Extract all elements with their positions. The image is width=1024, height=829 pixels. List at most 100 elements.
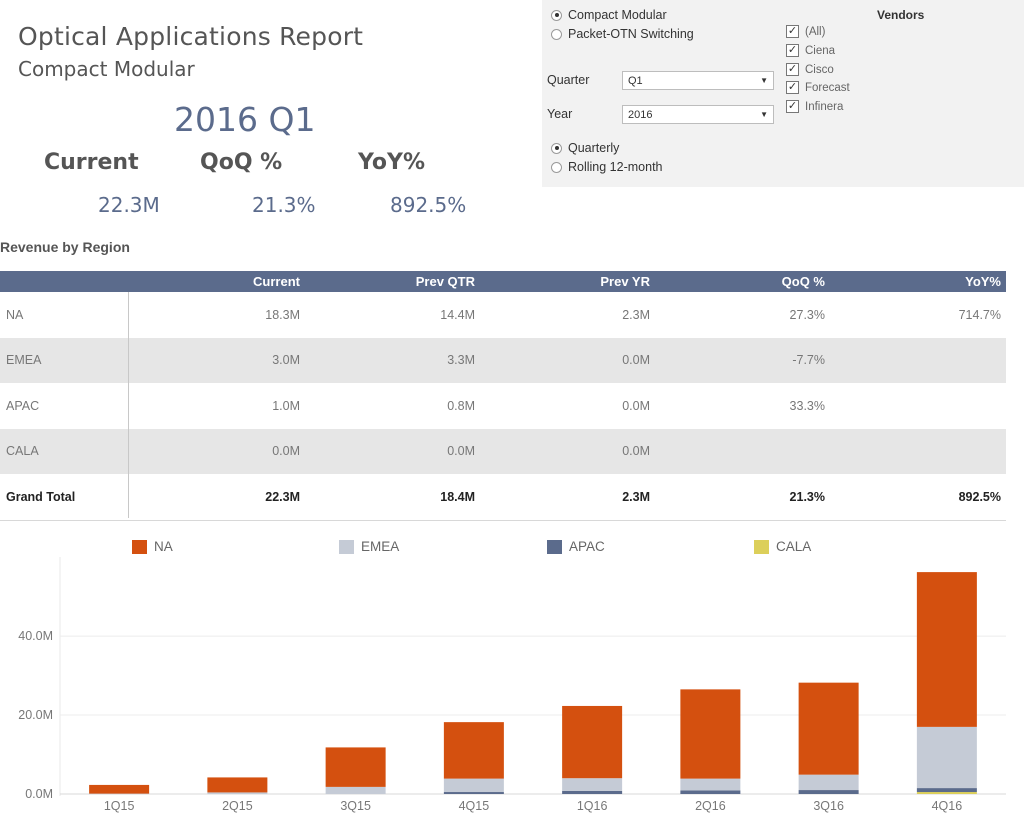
- bar-segment-emea: [207, 792, 268, 794]
- mode-option-label: Quarterly: [568, 141, 620, 155]
- bar-segment-na: [325, 747, 386, 787]
- value-cell: 0.0M: [622, 398, 650, 413]
- vendors-title: Vendors: [877, 8, 925, 22]
- kpi-yoy-label: YoY%: [358, 150, 425, 175]
- segment-option-label: Packet-OTN Switching: [568, 27, 694, 41]
- col-header-prev-qtr[interactable]: Prev QTR: [415, 274, 475, 289]
- period-label: 2016 Q1: [174, 100, 316, 139]
- total-label-cell: Grand Total: [6, 489, 76, 504]
- radio-selected-icon[interactable]: [551, 142, 562, 154]
- col-header-qoq[interactable]: QoQ %: [781, 274, 825, 289]
- table-total-row: Grand Total 22.3M 18.4M 2.3M 21.3% 892.5…: [0, 474, 1006, 521]
- total-cell: 18.4M: [440, 489, 475, 504]
- col-header-prev-yr[interactable]: Prev YR: [600, 274, 650, 289]
- col-header-current[interactable]: Current: [253, 274, 300, 289]
- x-tick-label: 2Q15: [222, 799, 253, 813]
- checkbox-checked-icon[interactable]: ✓: [786, 100, 799, 113]
- legend-swatch: [339, 539, 354, 554]
- bar-segment-cala: [916, 792, 977, 794]
- x-tick-label: 4Q16: [932, 799, 963, 813]
- vendor-label: Cisco: [805, 63, 834, 76]
- kpi-current-label: Current: [44, 150, 139, 175]
- vendor-check-forecast[interactable]: ✓ Forecast: [786, 81, 850, 94]
- radio-selected-icon[interactable]: [551, 9, 562, 21]
- vendor-check-cisco[interactable]: ✓ Cisco: [786, 63, 834, 76]
- y-tick-label: 0.0M: [25, 787, 53, 801]
- bar-segment-na: [207, 777, 268, 793]
- total-cell: 21.3%: [789, 489, 825, 504]
- bar-segment-na: [89, 784, 150, 794]
- total-cell: 22.3M: [265, 489, 300, 504]
- segment-option-compact-modular[interactable]: Compact Modular: [551, 8, 667, 22]
- vendor-label: Forecast: [805, 81, 850, 94]
- legend-item-apac[interactable]: APAC: [547, 539, 605, 554]
- table-column-divider: [128, 292, 129, 518]
- checkbox-checked-icon[interactable]: ✓: [786, 25, 799, 38]
- x-tick-label: 3Q16: [813, 799, 844, 813]
- value-cell: 18.3M: [265, 307, 300, 322]
- value-cell: 0.8M: [447, 398, 475, 413]
- year-select-value: 2016: [628, 108, 653, 121]
- legend-item-emea[interactable]: EMEA: [339, 539, 399, 554]
- legend-label: NA: [154, 539, 173, 554]
- mode-option-rolling[interactable]: Rolling 12-month: [551, 160, 663, 174]
- revenue-stacked-bar-chart: 0.0M 20.0M 40.0M 1Q15 2Q15 3Q15 4Q15 1Q16 2Q16 3Q…: [18, 557, 1006, 813]
- legend-label: EMEA: [361, 539, 400, 554]
- value-cell: 714.7%: [958, 307, 1001, 322]
- legend-swatch: [132, 539, 147, 554]
- legend-label: CALA: [776, 539, 812, 554]
- bar-segment-na: [680, 689, 741, 779]
- vendor-label: (All): [805, 25, 826, 38]
- kpi-qoq-label: QoQ %: [200, 150, 283, 175]
- checkbox-checked-icon[interactable]: ✓: [786, 81, 799, 94]
- legend-item-na[interactable]: NA: [132, 539, 173, 554]
- bar-segment-emea: [562, 778, 623, 791]
- mode-option-quarterly[interactable]: Quarterly: [551, 141, 619, 155]
- bar-segment-emea: [798, 774, 859, 791]
- checkbox-checked-icon[interactable]: ✓: [786, 44, 799, 57]
- segment-option-label: Compact Modular: [568, 8, 667, 22]
- radio-unselected-icon[interactable]: [551, 28, 562, 40]
- value-cell: 0.0M: [272, 444, 300, 459]
- value-cell: 3.0M: [272, 353, 300, 368]
- bar-segment-apac: [798, 790, 859, 794]
- total-cell: 892.5%: [958, 489, 1001, 504]
- col-header-yoy[interactable]: YoY%: [965, 274, 1001, 289]
- revenue-table: Current Prev QTR Prev YR QoQ % YoY% NA 1…: [0, 271, 1006, 521]
- vendor-label: Ciena: [805, 44, 836, 57]
- vendor-check-infinera[interactable]: ✓ Infinera: [786, 100, 843, 113]
- bar-segment-na: [916, 572, 977, 727]
- quarter-select[interactable]: Q1 ▼: [622, 71, 774, 90]
- bar-segment-na: [562, 705, 623, 779]
- kpi-current-value: 22.3M: [98, 193, 160, 217]
- bar-segment-na: [443, 722, 504, 779]
- value-cell: 1.0M: [272, 398, 300, 413]
- x-tick-label: 2Q16: [695, 799, 726, 813]
- table-row: NA 18.3M 14.4M 2.3M 27.3% 714.7%: [0, 292, 1006, 338]
- year-label: Year: [547, 107, 573, 121]
- vendor-check-all[interactable]: ✓ (All): [786, 25, 825, 38]
- segment-option-packet-otn[interactable]: Packet-OTN Switching: [551, 27, 694, 41]
- bar-segment-emea: [443, 778, 504, 793]
- vendor-check-ciena[interactable]: ✓ Ciena: [786, 44, 835, 57]
- bar-segment-emea: [680, 778, 741, 791]
- kpi-qoq-value: 21.3%: [252, 193, 316, 217]
- legend-item-cala[interactable]: CALA: [754, 539, 811, 554]
- checkbox-checked-icon[interactable]: ✓: [786, 63, 799, 76]
- report-title: Optical Applications Report: [18, 22, 364, 51]
- total-cell: 2.3M: [622, 489, 650, 504]
- quarter-select-value: Q1: [628, 74, 643, 87]
- value-cell: 0.0M: [447, 444, 475, 459]
- table-header: Current Prev QTR Prev YR QoQ % YoY%: [0, 271, 1006, 292]
- quarter-label: Quarter: [547, 73, 590, 87]
- radio-unselected-icon[interactable]: [551, 161, 562, 173]
- y-tick-label: 20.0M: [18, 708, 53, 722]
- y-tick-label: 40.0M: [18, 629, 53, 643]
- dropdown-arrow-icon: ▼: [760, 110, 768, 119]
- region-cell: EMEA: [6, 353, 42, 368]
- bar-segment-apac: [680, 790, 741, 794]
- year-select[interactable]: 2016 ▼: [622, 105, 774, 124]
- filter-panel: [542, 0, 1024, 187]
- value-cell: 3.3M: [447, 353, 475, 368]
- report-subtitle: Compact Modular: [18, 57, 195, 81]
